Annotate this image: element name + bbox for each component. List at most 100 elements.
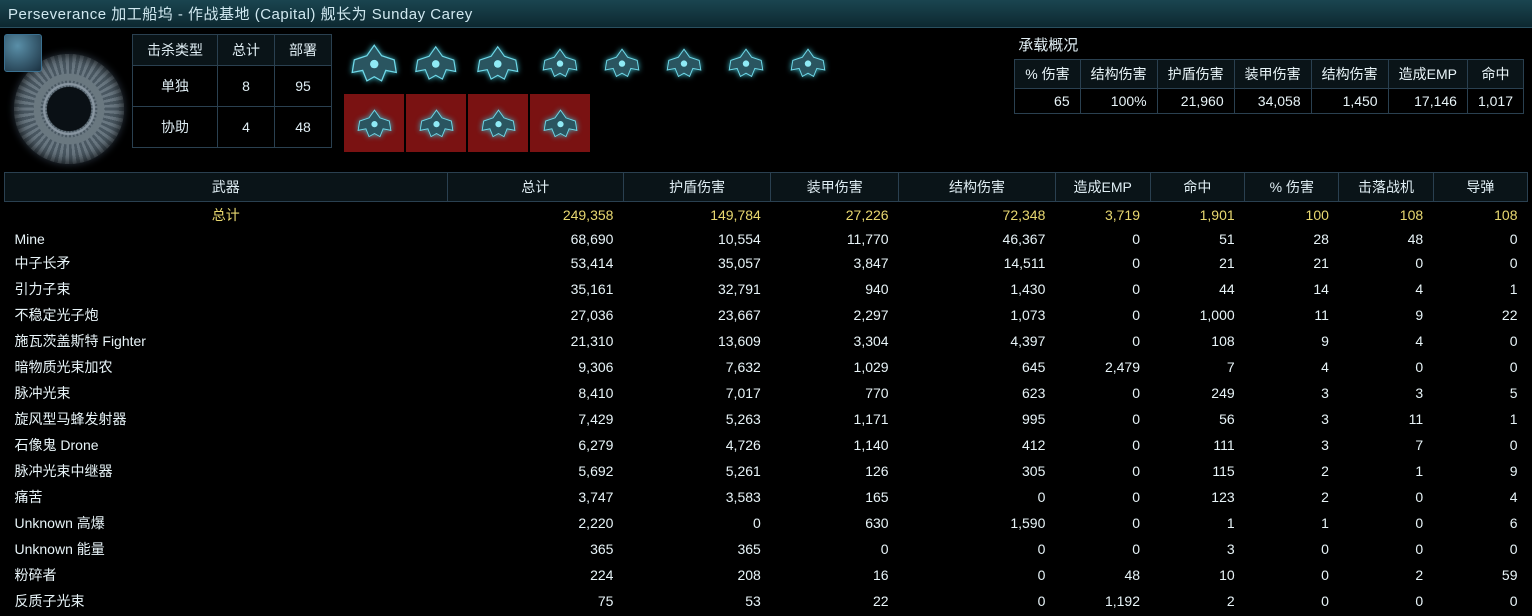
ship-portrait [4,34,124,164]
weapon-value-cell: 27,036 [447,302,623,328]
weapon-totals-cell: 149,784 [623,202,770,229]
weapon-value-cell: 59 [1433,562,1527,588]
weapon-name-cell: 粉碎者 [5,562,448,588]
weapon-row[interactable]: Unknown 高爆2,22006301,59001106 [5,510,1528,536]
weapon-value-cell: 56 [1150,406,1245,432]
ship-icon[interactable] [530,34,590,92]
weapon-row[interactable]: 脉冲光束中继器5,6925,2611263050115219 [5,458,1528,484]
ship-icon[interactable] [468,34,528,92]
ship-icon[interactable] [778,34,838,92]
weapon-value-cell: 4 [1433,484,1527,510]
weapon-header[interactable]: 击落战机 [1339,173,1433,202]
weapon-value-cell: 0 [899,562,1056,588]
carry-header[interactable]: 造成EMP [1388,60,1467,89]
ship-icon[interactable] [716,34,776,92]
top-panel: 击杀类型 总计 部署 单独 8 95 协助 4 48 承载概况 % 伤害结构伤害… [0,28,1532,168]
ship-icon[interactable] [344,34,404,92]
weapon-value-cell: 0 [1055,432,1150,458]
weapon-value-cell: 7,017 [623,380,770,406]
kill-header-deploy[interactable]: 部署 [275,35,332,66]
weapon-value-cell: 7 [1150,354,1245,380]
weapon-value-cell: 108 [1150,328,1245,354]
weapon-value-cell: 10 [1150,562,1245,588]
weapon-value-cell: 0 [899,588,1056,614]
weapon-value-cell: 123 [1150,484,1245,510]
kill-cell: 8 [218,66,275,107]
weapon-row[interactable]: 痛苦3,7473,58316500123204 [5,484,1528,510]
ship-icon-destroyed[interactable] [468,94,528,152]
weapon-row[interactable]: 反质子光束75532201,1922000 [5,588,1528,614]
weapon-header[interactable]: 命中 [1150,173,1245,202]
weapon-header[interactable]: 武器 [5,173,448,202]
weapon-header[interactable]: % 伤害 [1245,173,1339,202]
carry-header[interactable]: 结构伤害 [1080,60,1157,89]
ship-icon[interactable] [592,34,652,92]
weapon-name-cell: 施瓦茨盖斯特 Fighter [5,328,448,354]
weapon-value-cell: 412 [899,432,1056,458]
carry-header[interactable]: % 伤害 [1015,60,1080,89]
weapon-value-cell: 1,171 [771,406,899,432]
weapon-header[interactable]: 造成EMP [1055,173,1150,202]
kill-header-type[interactable]: 击杀类型 [133,35,218,66]
weapon-value-cell: 2 [1245,458,1339,484]
weapon-row[interactable]: 石像鬼 Drone6,2794,7261,1404120111370 [5,432,1528,458]
kill-header-total[interactable]: 总计 [218,35,275,66]
weapon-value-cell: 0 [1339,588,1433,614]
weapon-value-cell: 0 [1055,484,1150,510]
carry-table: % 伤害结构伤害护盾伤害装甲伤害结构伤害造成EMP命中 65100%21,960… [1014,59,1524,114]
weapon-value-cell: 48 [1339,228,1433,250]
weapon-value-cell: 4,726 [623,432,770,458]
weapon-value-cell: 940 [771,276,899,302]
ship-icon-destroyed[interactable] [344,94,404,152]
ship-row-destroyed [344,94,838,152]
weapon-value-cell: 623 [899,380,1056,406]
weapon-value-cell: 2,220 [447,510,623,536]
weapon-value-cell: 645 [899,354,1056,380]
carry-header[interactable]: 命中 [1467,60,1523,89]
carry-header[interactable]: 护盾伤害 [1157,60,1234,89]
weapon-row[interactable]: 旋风型马蜂发射器7,4295,2631,1719950563111 [5,406,1528,432]
weapon-name-cell: 不稳定光子炮 [5,302,448,328]
weapon-row[interactable]: 引力子束35,16132,7919401,4300441441 [5,276,1528,302]
weapon-row[interactable]: 粉碎者22420816048100259 [5,562,1528,588]
kill-cell: 协助 [133,107,218,148]
weapon-row[interactable]: Unknown 能量3653650003000 [5,536,1528,562]
weapon-value-cell: 11 [1245,302,1339,328]
weapon-value-cell: 0 [1339,354,1433,380]
weapon-value-cell: 11,770 [771,228,899,250]
weapon-header[interactable]: 护盾伤害 [623,173,770,202]
destroyed-ships-strip [344,34,838,152]
weapon-totals-cell: 249,358 [447,202,623,229]
carry-panel: 承载概况 % 伤害结构伤害护盾伤害装甲伤害结构伤害造成EMP命中 65100%2… [1014,34,1524,114]
weapon-name-cell: 脉冲光束 [5,380,448,406]
weapon-header[interactable]: 导弹 [1433,173,1527,202]
weapon-value-cell: 1 [1433,276,1527,302]
weapon-row[interactable]: Mine68,69010,55411,77046,36705128480 [5,228,1528,250]
kill-row-assist: 协助 4 48 [133,107,332,148]
weapon-value-cell: 21,310 [447,328,623,354]
weapon-row[interactable]: 施瓦茨盖斯特 Fighter21,31013,6093,3044,3970108… [5,328,1528,354]
weapon-value-cell: 22 [1433,302,1527,328]
weapon-row[interactable]: 中子长矛53,41435,0573,84714,5110212100 [5,250,1528,276]
ship-icon-destroyed[interactable] [406,94,466,152]
kill-cell: 单独 [133,66,218,107]
weapon-row[interactable]: 脉冲光束8,4107,0177706230249335 [5,380,1528,406]
weapon-totals-cell: 1,901 [1150,202,1245,229]
weapon-value-cell: 0 [1245,562,1339,588]
carry-value: 17,146 [1388,89,1467,114]
ship-icon-destroyed[interactable] [530,94,590,152]
weapon-value-cell: 14 [1245,276,1339,302]
weapon-header[interactable]: 装甲伤害 [771,173,899,202]
weapon-header[interactable]: 结构伤害 [899,173,1056,202]
ship-icon[interactable] [654,34,714,92]
weapon-row[interactable]: 不稳定光子炮27,03623,6672,2971,07301,00011922 [5,302,1528,328]
ship-icon[interactable] [406,34,466,92]
weapon-header[interactable]: 总计 [447,173,623,202]
carry-header[interactable]: 装甲伤害 [1234,60,1311,89]
carry-header[interactable]: 结构伤害 [1311,60,1388,89]
weapon-value-cell: 4,397 [899,328,1056,354]
weapon-value-cell: 249 [1150,380,1245,406]
weapon-row[interactable]: 暗物质光束加农9,3067,6321,0296452,4797400 [5,354,1528,380]
weapon-value-cell: 9 [1339,302,1433,328]
weapon-totals-cell: 108 [1339,202,1433,229]
